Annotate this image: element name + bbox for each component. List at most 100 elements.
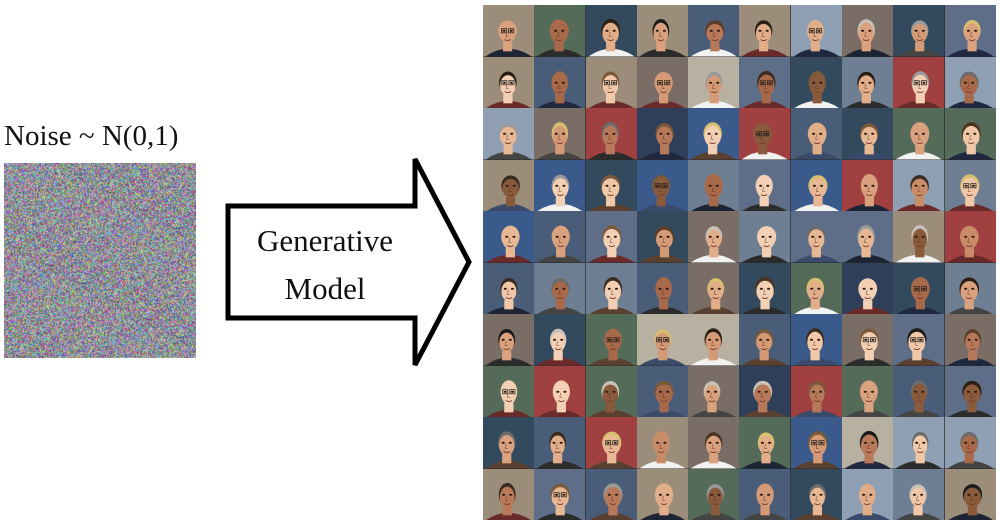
face-photo-icon — [483, 211, 535, 263]
face-photo-icon — [893, 5, 945, 57]
face-thumbnail — [534, 365, 586, 417]
face-photo-icon — [944, 468, 996, 520]
face-photo-icon — [585, 108, 637, 160]
face-photo-icon — [534, 262, 586, 314]
face-photo-icon — [790, 5, 843, 57]
face-thumbnail — [636, 314, 689, 366]
face-thumbnail — [636, 365, 689, 417]
face-photo-icon — [790, 108, 843, 160]
face-thumbnail — [636, 468, 689, 520]
face-photo-icon — [688, 314, 740, 366]
noise-label: Noise ~ N(0,1) — [4, 120, 179, 152]
face-thumbnail — [893, 314, 945, 366]
face-thumbnail — [842, 108, 894, 160]
face-photo-icon — [636, 468, 689, 520]
face-thumbnail — [842, 314, 894, 366]
generated-faces-grid — [483, 5, 996, 520]
face-photo-icon — [944, 159, 996, 211]
face-thumbnail — [688, 468, 740, 520]
face-photo-icon — [636, 159, 689, 211]
face-photo-icon — [790, 159, 843, 211]
face-thumbnail — [688, 108, 740, 160]
face-thumbnail — [790, 5, 843, 57]
face-photo-icon — [636, 365, 689, 417]
face-thumbnail — [636, 159, 689, 211]
face-thumbnail — [842, 5, 894, 57]
face-photo-icon — [585, 159, 637, 211]
face-photo-icon — [842, 108, 894, 160]
face-photo-icon — [944, 108, 996, 160]
face-photo-icon — [636, 5, 689, 57]
face-photo-icon — [893, 365, 945, 417]
face-photo-icon — [483, 108, 535, 160]
face-thumbnail — [790, 417, 843, 469]
face-thumbnail — [893, 5, 945, 57]
noise-canvas — [4, 163, 196, 358]
face-thumbnail — [739, 365, 791, 417]
face-thumbnail — [534, 56, 586, 108]
generative-model-arrow: Generative Model — [225, 156, 473, 368]
face-thumbnail — [893, 56, 945, 108]
face-photo-icon — [483, 468, 535, 520]
face-photo-icon — [944, 5, 996, 57]
face-thumbnail — [944, 314, 996, 366]
face-photo-icon — [739, 365, 791, 417]
face-thumbnail — [688, 417, 740, 469]
face-thumbnail — [636, 5, 689, 57]
face-photo-icon — [739, 159, 791, 211]
face-photo-icon — [688, 56, 740, 108]
face-photo-icon — [585, 56, 637, 108]
face-thumbnail — [893, 468, 945, 520]
face-thumbnail — [790, 262, 843, 314]
face-photo-icon — [739, 108, 791, 160]
face-photo-icon — [893, 159, 945, 211]
face-thumbnail — [483, 314, 535, 366]
face-photo-icon — [636, 314, 689, 366]
face-thumbnail — [483, 211, 535, 263]
face-photo-icon — [483, 314, 535, 366]
face-photo-icon — [893, 108, 945, 160]
face-photo-icon — [893, 262, 945, 314]
face-photo-icon — [739, 314, 791, 366]
face-photo-icon — [893, 56, 945, 108]
face-thumbnail — [944, 211, 996, 263]
face-photo-icon — [739, 468, 791, 520]
face-thumbnail — [842, 365, 894, 417]
face-photo-icon — [483, 159, 535, 211]
face-thumbnail — [739, 417, 791, 469]
face-thumbnail — [534, 262, 586, 314]
face-thumbnail — [842, 468, 894, 520]
face-thumbnail — [893, 262, 945, 314]
face-photo-icon — [585, 211, 637, 263]
face-photo-icon — [688, 262, 740, 314]
face-photo-icon — [944, 417, 996, 469]
face-thumbnail — [585, 211, 637, 263]
face-photo-icon — [842, 262, 894, 314]
face-thumbnail — [585, 159, 637, 211]
face-thumbnail — [944, 468, 996, 520]
face-thumbnail — [893, 211, 945, 263]
face-photo-icon — [842, 314, 894, 366]
face-thumbnail — [790, 211, 843, 263]
face-photo-icon — [790, 314, 843, 366]
face-photo-icon — [688, 159, 740, 211]
face-thumbnail — [534, 159, 586, 211]
face-thumbnail — [585, 314, 637, 366]
face-thumbnail — [790, 468, 843, 520]
face-photo-icon — [688, 365, 740, 417]
arrow-label-line2: Model — [284, 271, 366, 306]
face-photo-icon — [790, 262, 843, 314]
face-thumbnail — [842, 262, 894, 314]
face-thumbnail — [790, 159, 843, 211]
face-thumbnail — [534, 5, 586, 57]
face-thumbnail — [688, 56, 740, 108]
face-thumbnail — [636, 108, 689, 160]
face-thumbnail — [534, 211, 586, 263]
face-thumbnail — [790, 314, 843, 366]
face-photo-icon — [944, 262, 996, 314]
face-thumbnail — [636, 417, 689, 469]
face-photo-icon — [842, 417, 894, 469]
face-thumbnail — [534, 314, 586, 366]
face-photo-icon — [739, 5, 791, 57]
face-thumbnail — [688, 262, 740, 314]
